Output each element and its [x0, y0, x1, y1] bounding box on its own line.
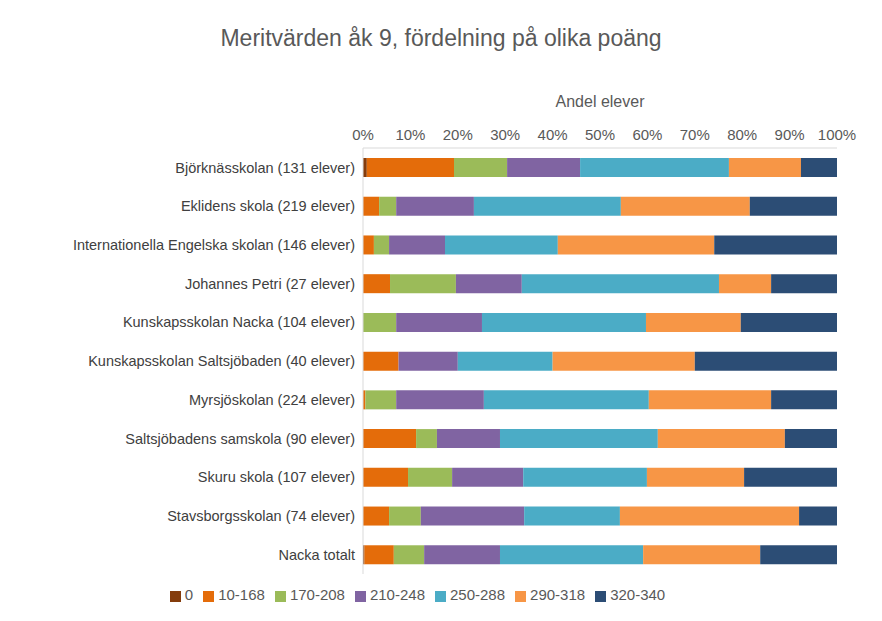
svg-text:Myrsjöskolan (224 elever): Myrsjöskolan (224 elever): [189, 392, 355, 408]
svg-text:20%: 20%: [443, 126, 473, 143]
svg-text:40%: 40%: [538, 126, 568, 143]
svg-text:Kunskapsskolan Saltsjöbaden (4: Kunskapsskolan Saltsjöbaden (40 elever): [88, 353, 355, 369]
html-text:0: 0: [184, 586, 194, 603]
html-text:10-168: 10-168: [218, 586, 265, 603]
svg-text:Skuru skola (107 elever): Skuru skola (107 elever): [198, 469, 355, 485]
html-text:210-248: 210-248: [369, 586, 425, 603]
svg-text:Nacka totalt: Nacka totalt: [278, 547, 355, 563]
svg-text:60%: 60%: [632, 126, 662, 143]
svg-text:Björknässkolan (131 elever): Björknässkolan (131 elever): [175, 160, 355, 176]
svg-text:10%: 10%: [395, 126, 425, 143]
html-text:250-288: 250-288: [450, 586, 506, 603]
svg-text:70%: 70%: [680, 126, 710, 143]
svg-text:90%: 90%: [775, 126, 805, 143]
html-text:320-340: 320-340: [610, 586, 666, 603]
svg-text:0%: 0%: [352, 126, 374, 143]
svg-text:Saltsjöbadens samskola (90 ele: Saltsjöbadens samskola (90 elever): [125, 431, 355, 447]
svg-text:Andel elever: Andel elever: [556, 93, 646, 110]
svg-text:30%: 30%: [490, 126, 520, 143]
html-text:Meritvärden åk 9, fördelning p: Meritvärden åk 9, fördelning på olika po…: [220, 25, 662, 51]
svg-text:50%: 50%: [585, 126, 615, 143]
svg-text:Eklidens skola (219 elever): Eklidens skola (219 elever): [181, 198, 355, 214]
svg-text:Stavsborgsskolan (74 elever): Stavsborgsskolan (74 elever): [167, 508, 355, 524]
svg-text:Johannes Petri (27 elever): Johannes Petri (27 elever): [185, 276, 355, 292]
svg-text:Kunskapsskolan Nacka (104 elev: Kunskapsskolan Nacka (104 elever): [123, 314, 355, 330]
svg-text:100%: 100%: [818, 126, 856, 143]
html-text:290-318: 290-318: [530, 586, 586, 603]
html-text:170-208: 170-208: [289, 586, 345, 603]
svg-text:Internationella Engelska skola: Internationella Engelska skolan (146 ele…: [73, 237, 355, 253]
svg-text:80%: 80%: [727, 126, 757, 143]
